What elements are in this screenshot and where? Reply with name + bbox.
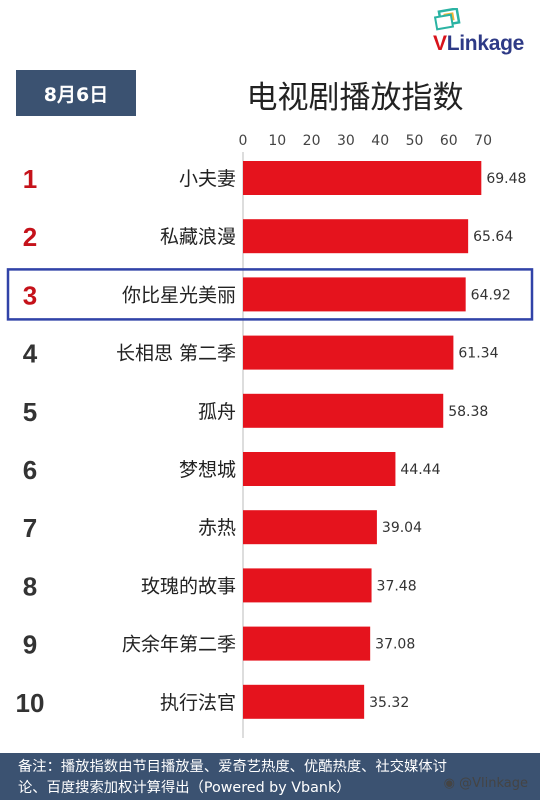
- x-tick-label: 40: [371, 133, 389, 149]
- x-tick-label: 60: [440, 133, 458, 149]
- footer-note: 备注：播放指数由节目播放量、爱奇艺热度、优酷热度、社交媒体讨 论、百度搜索加权计…: [0, 753, 540, 800]
- show-name: 赤热: [198, 517, 236, 539]
- highlight-box: [6, 268, 534, 321]
- rank-number: 6: [23, 455, 37, 485]
- footer-note-line2: 论、百度搜索加权计算得出（Powered by Vbank）: [18, 780, 351, 796]
- x-tick-label: 0: [239, 133, 248, 149]
- bar: [243, 510, 377, 545]
- rank-number: 8: [23, 571, 37, 601]
- show-name: 玫瑰的故事: [141, 575, 236, 597]
- bar: [243, 393, 444, 428]
- x-tick-label: 70: [474, 133, 492, 149]
- logo-wordmark: VLinkage: [433, 32, 524, 55]
- rank-number: 9: [23, 630, 37, 660]
- value-label: 64.92: [471, 287, 511, 303]
- rank-number: 10: [16, 688, 45, 718]
- show-name: 梦想城: [179, 459, 236, 481]
- rank-number: 3: [23, 280, 37, 310]
- bar: [243, 277, 466, 312]
- bar: [243, 626, 371, 661]
- value-label: 65.64: [473, 229, 513, 245]
- bar: [243, 161, 482, 195]
- weibo-icon: ◉: [443, 776, 455, 791]
- value-label: 39.04: [382, 520, 422, 536]
- value-label: 35.32: [369, 695, 409, 711]
- value-label: 61.34: [458, 346, 498, 362]
- bar-chart: 0 10 20 30 40 50 60 70 1 小夫妻 69.48 2 私藏浪漫 65.64 3 你比星光美…: [6, 133, 534, 738]
- value-label: 37.08: [375, 637, 415, 653]
- bar: [243, 452, 396, 486]
- value-label: 37.48: [377, 578, 417, 594]
- show-name: 庆余年第二季: [122, 634, 236, 656]
- date-text: 8月6日: [43, 83, 109, 106]
- show-name: 执行法官: [160, 692, 236, 714]
- bar: [243, 335, 454, 370]
- rank-number: 4: [23, 339, 38, 369]
- rank-number: 5: [23, 397, 37, 427]
- date-badge: 8月6日: [16, 70, 136, 116]
- show-name: 长相思 第二季: [116, 343, 236, 365]
- bar: [243, 684, 365, 719]
- chart-title: 电视剧播放指数: [246, 80, 464, 116]
- weibo-watermark: ◉ @Vlinkage: [444, 776, 528, 791]
- show-name: 你比星光美丽: [122, 284, 236, 306]
- value-label: 44.44: [400, 462, 440, 478]
- rank-number: 7: [23, 513, 37, 543]
- rank-number: 2: [23, 222, 37, 252]
- show-name: 孤舟: [198, 401, 236, 423]
- vlinkage-logo: VLinkage: [394, 8, 524, 60]
- bar: [243, 219, 469, 254]
- logo-screen-icon: [433, 8, 461, 31]
- show-name: 私藏浪漫: [160, 226, 236, 248]
- weibo-handle: @Vlinkage: [459, 776, 528, 791]
- bar: [243, 568, 372, 603]
- rank-number: 1: [23, 164, 37, 194]
- value-label: 69.48: [486, 171, 526, 187]
- show-name: 小夫妻: [179, 168, 236, 190]
- x-tick-label: 30: [337, 133, 355, 149]
- x-tick-label: 10: [268, 133, 286, 149]
- x-tick-label: 20: [303, 133, 321, 149]
- x-tick-label: 50: [406, 133, 424, 149]
- value-label: 58.38: [448, 404, 488, 420]
- footer-note-line1: 备注：播放指数由节目播放量、爱奇艺热度、优酷热度、社交媒体讨: [18, 759, 447, 775]
